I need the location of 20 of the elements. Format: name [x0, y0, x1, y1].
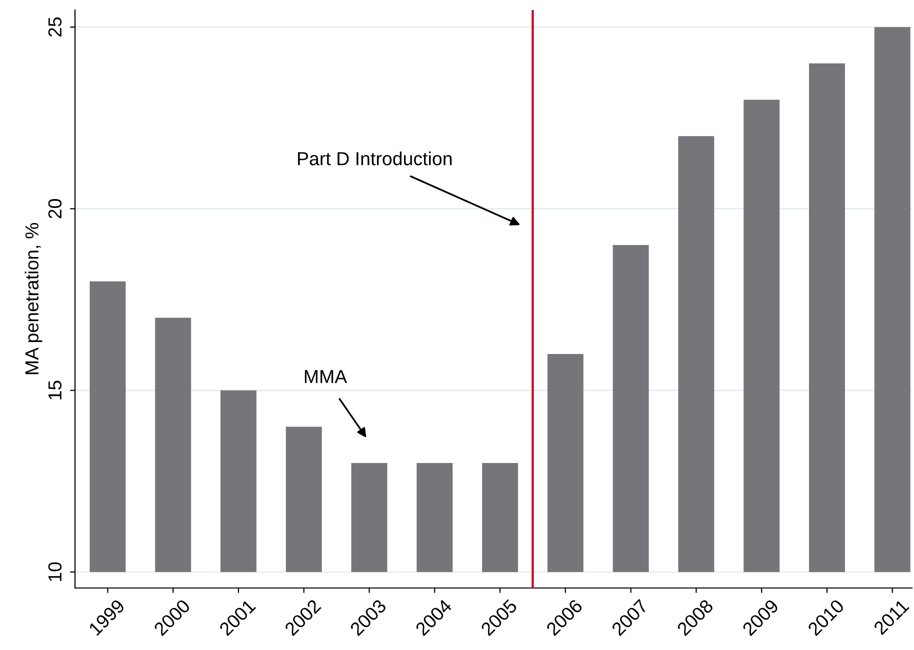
y-tick-label: 20 [48, 199, 62, 218]
bar [874, 27, 910, 572]
annotation: MMA [304, 370, 348, 384]
bar [744, 100, 780, 572]
y-tick-label: 10 [48, 562, 62, 582]
bar [547, 354, 584, 572]
bar [482, 463, 518, 572]
bar [612, 245, 649, 572]
y-axis-title: MA penetration, % [24, 223, 42, 374]
bar [286, 426, 322, 572]
bar [220, 390, 256, 572]
y-tick-label: 25 [48, 17, 62, 37]
bar [90, 281, 126, 572]
bar [809, 63, 845, 572]
bar [416, 463, 453, 572]
bar [678, 136, 714, 572]
annotation: Part D Introduction [298, 152, 452, 166]
bar [351, 463, 388, 572]
y-tick-label: 15 [48, 380, 62, 400]
bar [155, 318, 192, 572]
